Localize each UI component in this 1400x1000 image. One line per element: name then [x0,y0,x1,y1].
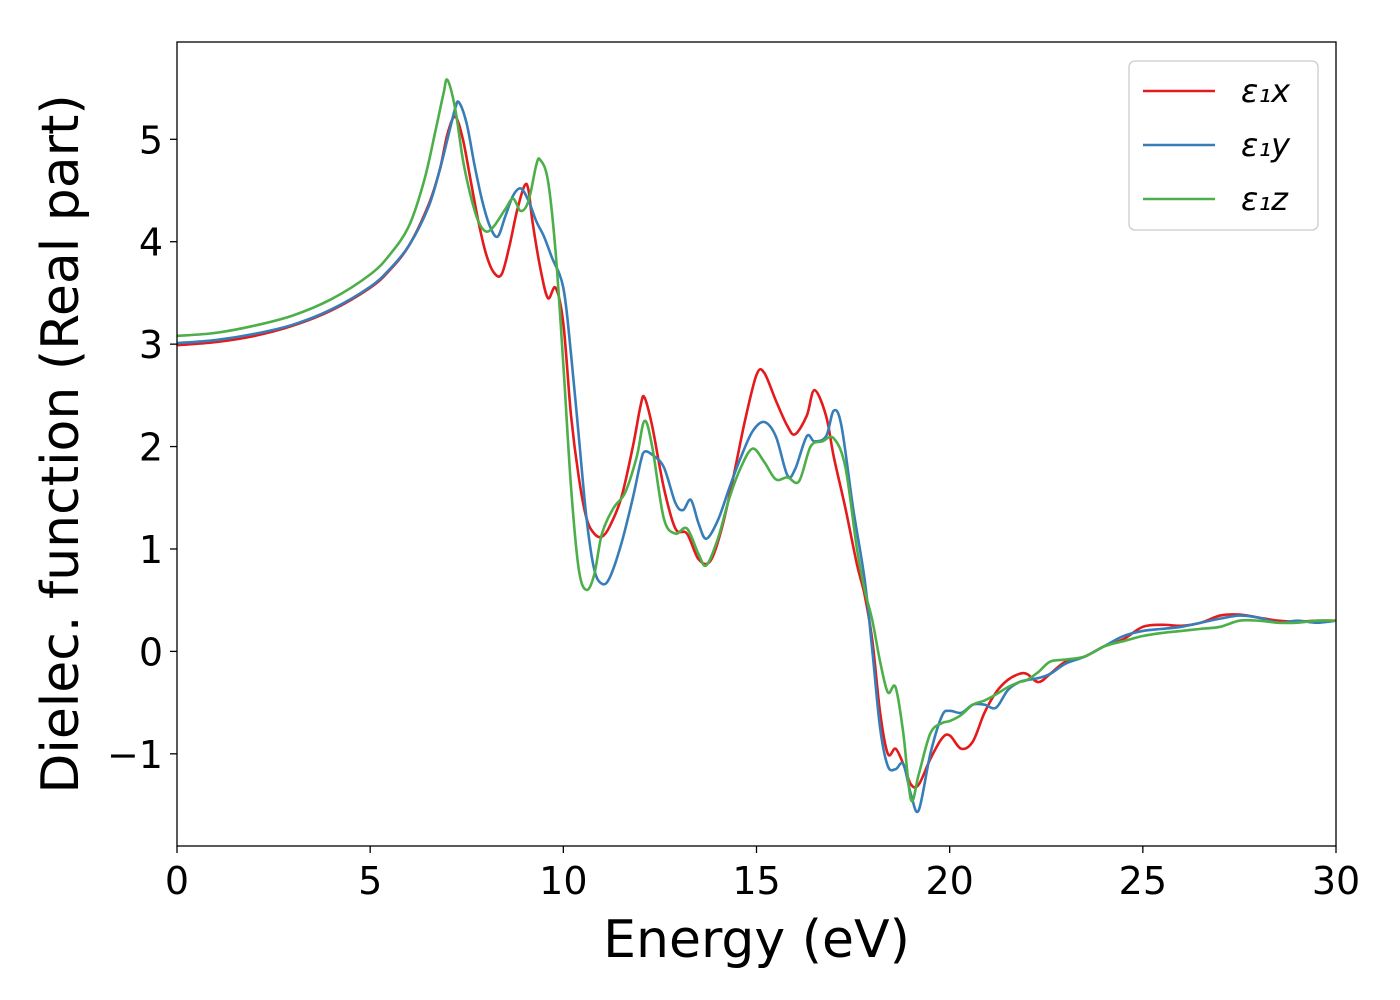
x-tick-label: 0 [165,859,189,903]
legend-label: ε₁z [1241,180,1289,218]
series-line-eps1y [177,100,1336,814]
y-tick-label: 4 [139,221,163,265]
x-tick-label: 20 [925,859,973,903]
legend-label: ε₁x [1241,72,1291,110]
legend-label: ε₁y [1241,126,1291,164]
y-tick-label: 0 [139,630,163,674]
y-axis-title: Dielec. function (Real part) [31,94,91,793]
y-axis: −1 0 1 2 3 4 5 [107,118,177,777]
series-layer [177,78,1336,814]
x-tick-label: 30 [1312,859,1360,903]
x-axis-title: Energy (eV) [603,910,910,970]
x-axis: 0 5 10 15 20 25 30 [165,846,1360,903]
y-tick-label: 2 [139,426,163,470]
legend: ε₁x ε₁y ε₁z [1128,60,1319,231]
y-tick-label: 1 [139,528,163,572]
y-tick-label: 3 [139,323,163,367]
legend-box [1128,60,1319,231]
x-tick-label: 10 [539,859,587,903]
x-tick-label: 25 [1119,859,1167,903]
y-tick-label: 5 [139,118,163,162]
x-tick-label: 15 [732,859,780,903]
series-line-eps1z [177,78,1336,803]
y-tick-label: −1 [107,733,163,777]
x-tick-label: 5 [358,859,382,903]
